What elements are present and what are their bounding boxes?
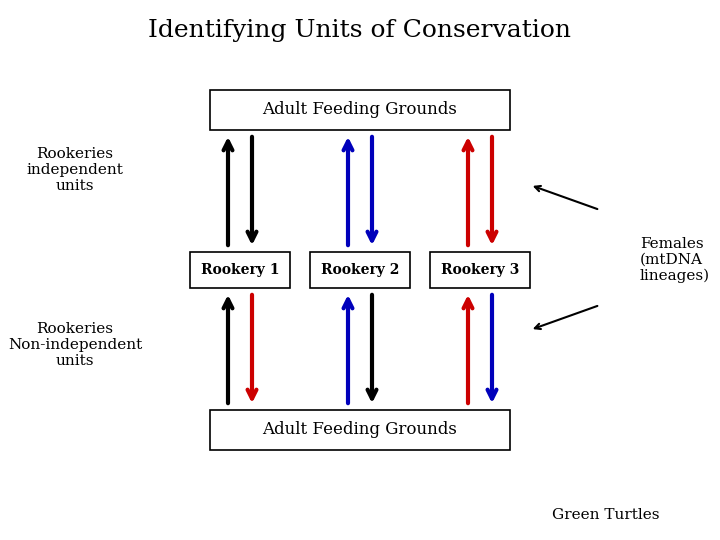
Bar (190, 252, 290, 288)
Text: Green Turtles: Green Turtles (552, 508, 660, 522)
Text: Identifying Units of Conservation: Identifying Units of Conservation (148, 18, 572, 42)
Text: Females
(mtDNA
lineages): Females (mtDNA lineages) (640, 237, 710, 284)
Bar (310, 252, 410, 288)
Bar (210, 410, 510, 450)
Text: Adult Feeding Grounds: Adult Feeding Grounds (263, 422, 457, 438)
Bar (210, 90, 510, 130)
Text: Rookeries
Non-independent
units: Rookeries Non-independent units (8, 322, 142, 368)
Text: Rookery 1: Rookery 1 (201, 263, 279, 277)
Text: Rookery 3: Rookery 3 (441, 263, 519, 277)
Text: Adult Feeding Grounds: Adult Feeding Grounds (263, 102, 457, 118)
Bar (430, 252, 530, 288)
Text: Rookery 2: Rookery 2 (321, 263, 399, 277)
Text: Rookeries
independent
units: Rookeries independent units (27, 147, 123, 193)
